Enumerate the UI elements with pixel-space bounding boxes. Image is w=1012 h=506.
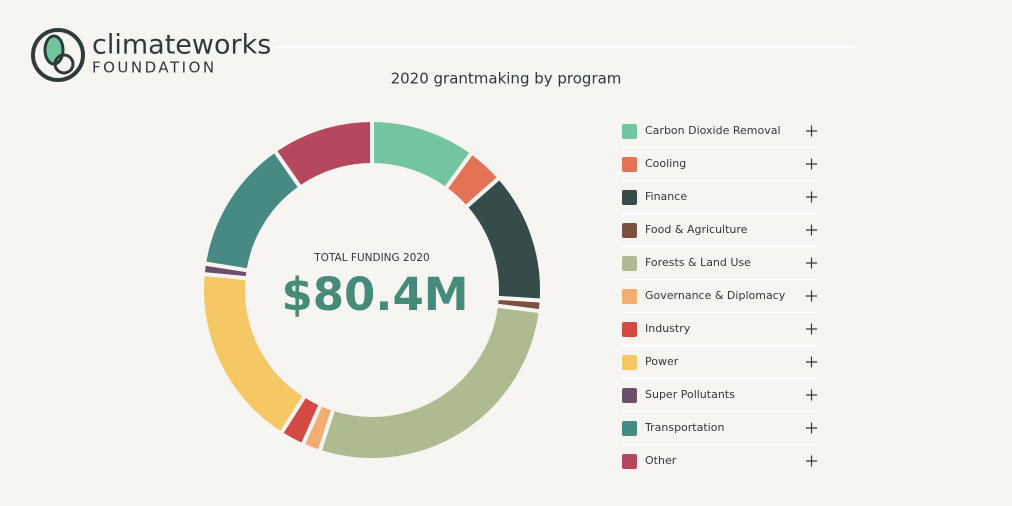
center-label: TOTAL FUNDING 2020 <box>313 252 429 264</box>
legend: Carbon Dioxide Removal Cooling Finance Food… <box>622 124 817 469</box>
legend-label: Cooling <box>645 157 686 170</box>
legend-swatch <box>622 256 637 271</box>
legend-label: Power <box>645 355 679 368</box>
legend-label: Finance <box>645 190 687 203</box>
legend-label: Industry <box>645 322 691 335</box>
expand-icon[interactable] <box>806 356 817 368</box>
legend-swatch <box>622 289 637 304</box>
expand-icon[interactable] <box>806 455 817 467</box>
expand-icon[interactable] <box>806 224 817 236</box>
legend-label: Food & Agriculture <box>645 223 748 236</box>
expand-icon[interactable] <box>806 191 817 203</box>
legend-swatch <box>622 388 637 403</box>
legend-label: Other <box>645 454 677 467</box>
legend-label: Forests & Land Use <box>645 256 751 269</box>
legend-item[interactable]: Other <box>622 454 817 469</box>
logo-leaf <box>43 34 65 66</box>
slice[interactable] <box>462 174 544 303</box>
expand-icon[interactable] <box>806 158 817 170</box>
legend-item[interactable]: Industry <box>622 322 817 337</box>
legend-item[interactable]: Power <box>622 355 817 370</box>
expand-icon[interactable] <box>806 257 817 269</box>
legend-swatch <box>622 454 637 469</box>
legend-swatch <box>622 223 637 238</box>
legend-label: Super Pollutants <box>645 388 735 401</box>
legend-swatch <box>622 355 637 370</box>
expand-icon[interactable] <box>806 422 817 434</box>
legend-item[interactable]: Carbon Dioxide Removal <box>622 124 817 139</box>
logo[interactable]: climateworks FOUNDATION <box>31 28 271 82</box>
legend-label: Carbon Dioxide Removal <box>645 124 781 137</box>
slice[interactable] <box>271 117 374 191</box>
legend-item[interactable]: Finance <box>622 190 817 205</box>
expand-icon[interactable] <box>806 290 817 302</box>
legend-item[interactable]: Cooling <box>622 157 817 172</box>
legend-swatch <box>622 322 637 337</box>
legend-item[interactable]: Super Pollutants <box>622 388 817 403</box>
legend-swatch <box>622 157 637 172</box>
legend-item[interactable]: Governance & Diplomacy <box>622 289 817 304</box>
legend-swatch <box>622 421 637 436</box>
expand-icon[interactable] <box>806 389 817 401</box>
legend-label: Governance & Diplomacy <box>645 289 786 302</box>
chart-title: 2020 grantmaking by program <box>391 70 622 88</box>
center-value: $80.4M <box>281 268 468 321</box>
expand-icon[interactable] <box>806 323 817 335</box>
legend-swatch <box>622 124 637 139</box>
donut <box>200 117 544 462</box>
legend-item[interactable]: Transportation <box>622 421 817 436</box>
slice[interactable] <box>316 303 543 462</box>
legend-item[interactable]: Food & Agriculture <box>622 223 817 238</box>
legend-item[interactable]: Forests & Land Use <box>622 256 817 271</box>
brand-sub: FOUNDATION <box>92 59 217 77</box>
legend-swatch <box>622 190 637 205</box>
logo-dot <box>53 53 75 75</box>
brand: climateworks <box>92 30 271 61</box>
expand-icon[interactable] <box>806 125 817 137</box>
logo-ring <box>31 28 85 82</box>
legend-label: Transportation <box>644 421 724 434</box>
